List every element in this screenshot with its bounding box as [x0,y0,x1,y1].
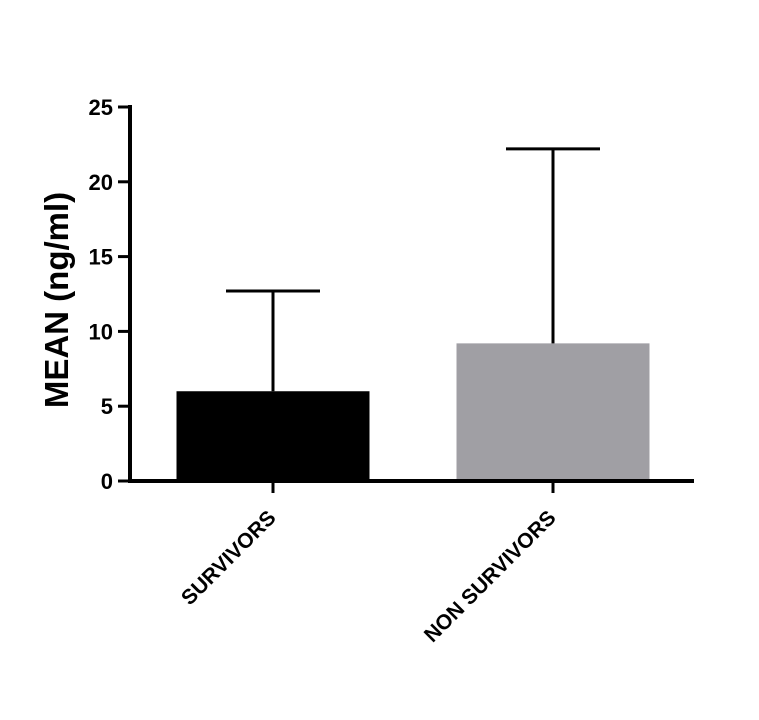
y-ticks: 0 5 10 15 20 25 [89,95,130,494]
y-tick-label: 25 [89,95,113,120]
error-bars-layer [226,147,600,392]
bar-survivors [176,391,370,481]
y-tick-label: 20 [89,170,113,195]
x-tick-label: SURVIVORS [177,506,280,609]
bar-non-survivors [456,343,650,481]
y-axis-title: MEAN (ng/ml) [38,192,75,408]
bars-layer [176,343,650,481]
y-tick-label: 10 [89,319,113,344]
y-tick-label: 5 [101,394,113,419]
axes-layer [128,105,694,483]
y-tick-label: 0 [101,469,113,494]
y-tick-label: 15 [89,245,113,270]
x-tick-label: NON SURVIVORS [420,506,561,647]
x-ticks: SURVIVORS NON SURVIVORS [177,481,561,647]
